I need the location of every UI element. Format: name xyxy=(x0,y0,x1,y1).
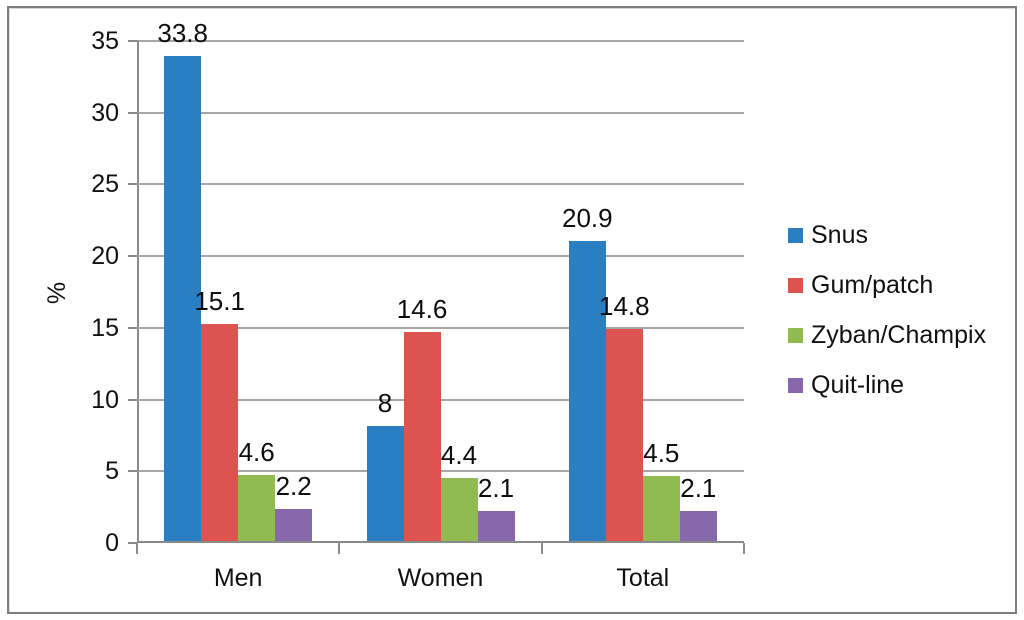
bar-zyban-champix-total xyxy=(642,476,680,541)
y-axis-tick xyxy=(128,326,138,329)
legend-swatch-icon xyxy=(788,377,803,393)
bar-value-label: 2.2 xyxy=(275,471,312,502)
bar-zyban-champix-men xyxy=(238,475,276,541)
bar-value-label: 4.5 xyxy=(643,438,680,469)
gridline xyxy=(137,40,744,42)
bar-quit-line-men xyxy=(275,509,313,541)
x-axis-tick xyxy=(338,543,341,554)
legend-swatch-icon xyxy=(788,277,803,293)
bar-value-label: 8 xyxy=(377,388,393,419)
bar-gum-patch-total xyxy=(605,328,643,541)
y-tick-label: 15 xyxy=(91,313,119,342)
x-axis-tick xyxy=(540,543,543,554)
gridline xyxy=(137,111,744,114)
bar-value-label: 14.6 xyxy=(396,293,448,324)
bar-value-label: 2.1 xyxy=(680,472,717,503)
gridline xyxy=(137,398,744,401)
gridline xyxy=(137,326,744,329)
bar-value-label: 4.6 xyxy=(238,437,275,468)
bar-snus-total xyxy=(568,241,606,541)
y-tick-label: 10 xyxy=(91,385,119,414)
x-category-label-total: Total xyxy=(616,564,670,592)
bar-snus-women xyxy=(366,426,404,541)
legend-item-gum-patch: Gum/patch xyxy=(788,260,986,310)
gridline xyxy=(137,183,744,186)
bar-gum-patch-women xyxy=(403,331,441,541)
legend-item-snus: Snus xyxy=(788,210,986,260)
bar-snus-men xyxy=(164,56,202,541)
legend-item-quit-line: Quit-line xyxy=(788,360,986,410)
x-axis-tick xyxy=(136,543,138,554)
y-tick-label: 0 xyxy=(105,529,119,557)
y-tick-label: 5 xyxy=(105,457,119,486)
y-axis-tick xyxy=(128,111,138,114)
chart-border xyxy=(7,6,1017,614)
y-tick-label: 30 xyxy=(91,98,119,127)
legend-swatch-icon xyxy=(788,327,803,343)
bar-value-label: 4.4 xyxy=(440,439,478,470)
y-axis-line xyxy=(137,41,139,543)
y-axis-tick xyxy=(128,40,138,42)
x-axis-tick xyxy=(743,543,745,554)
bar-value-label: 20.9 xyxy=(562,203,613,234)
y-tick-label: 35 xyxy=(91,27,119,55)
bar-quit-line-total xyxy=(679,510,717,541)
bar-value-label: 33.8 xyxy=(157,18,208,49)
legend-label: Quit-line xyxy=(811,370,905,399)
gridline xyxy=(137,470,744,473)
x-axis-line xyxy=(137,541,744,543)
plot-area: 33.8 15.1 4.6 2.2 8 14.6 4.4 2.1 20.9 14.8 4.5 2.1 xyxy=(137,19,744,543)
bar-gum-patch-men xyxy=(201,324,239,541)
x-category-label-women: Women xyxy=(397,564,484,592)
y-tick-label: 25 xyxy=(91,170,119,199)
y-tick-label: 20 xyxy=(91,242,119,271)
legend-label: Zyban/Champix xyxy=(811,320,987,349)
legend-swatch-icon xyxy=(788,227,803,243)
bar-zyban-champix-women xyxy=(440,477,478,541)
legend-item-zyban-champix: Zyban/Champix xyxy=(788,310,986,360)
legend: Snus Gum/patch Zyban/Champix Quit-line xyxy=(788,210,986,410)
gridline xyxy=(137,255,744,258)
y-axis-tick xyxy=(128,255,138,258)
y-axis-tick xyxy=(128,183,138,186)
x-category-label-men: Men xyxy=(213,564,263,592)
bar-value-label: 14.8 xyxy=(599,290,650,321)
y-axis-tick xyxy=(128,470,138,473)
bar-quit-line-women xyxy=(477,510,515,541)
legend-label: Gum/patch xyxy=(811,270,934,299)
y-axis-tick xyxy=(128,398,138,401)
bar-value-label: 2.1 xyxy=(477,472,515,503)
y-axis-tick xyxy=(128,542,138,544)
bar-value-label: 15.1 xyxy=(194,286,245,317)
legend-label: Snus xyxy=(811,220,868,249)
